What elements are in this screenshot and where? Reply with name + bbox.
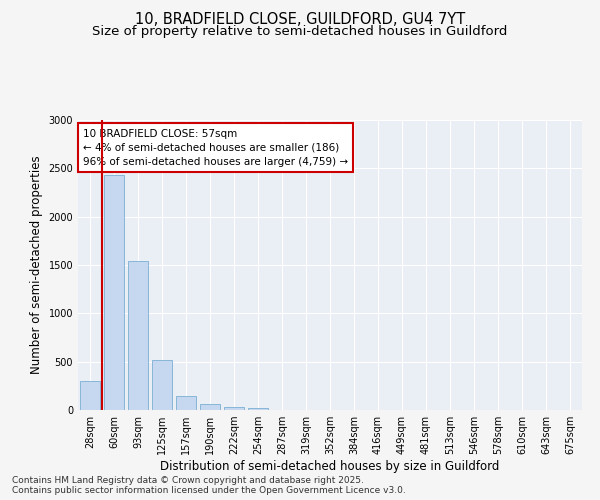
Text: 10 BRADFIELD CLOSE: 57sqm
← 4% of semi-detached houses are smaller (186)
96% of : 10 BRADFIELD CLOSE: 57sqm ← 4% of semi-d… [83, 128, 348, 166]
Text: Contains HM Land Registry data © Crown copyright and database right 2025.
Contai: Contains HM Land Registry data © Crown c… [12, 476, 406, 495]
Bar [104, 175, 124, 410]
Bar [248, 408, 268, 410]
Bar [224, 407, 244, 410]
Bar [152, 360, 172, 410]
X-axis label: Distribution of semi-detached houses by size in Guildford: Distribution of semi-detached houses by … [160, 460, 500, 473]
Bar [80, 381, 100, 410]
Bar [200, 404, 220, 410]
Bar [176, 396, 196, 410]
Bar [128, 261, 148, 410]
Y-axis label: Number of semi-detached properties: Number of semi-detached properties [30, 156, 43, 374]
Text: Size of property relative to semi-detached houses in Guildford: Size of property relative to semi-detach… [92, 25, 508, 38]
Text: 10, BRADFIELD CLOSE, GUILDFORD, GU4 7YT: 10, BRADFIELD CLOSE, GUILDFORD, GU4 7YT [135, 12, 465, 28]
